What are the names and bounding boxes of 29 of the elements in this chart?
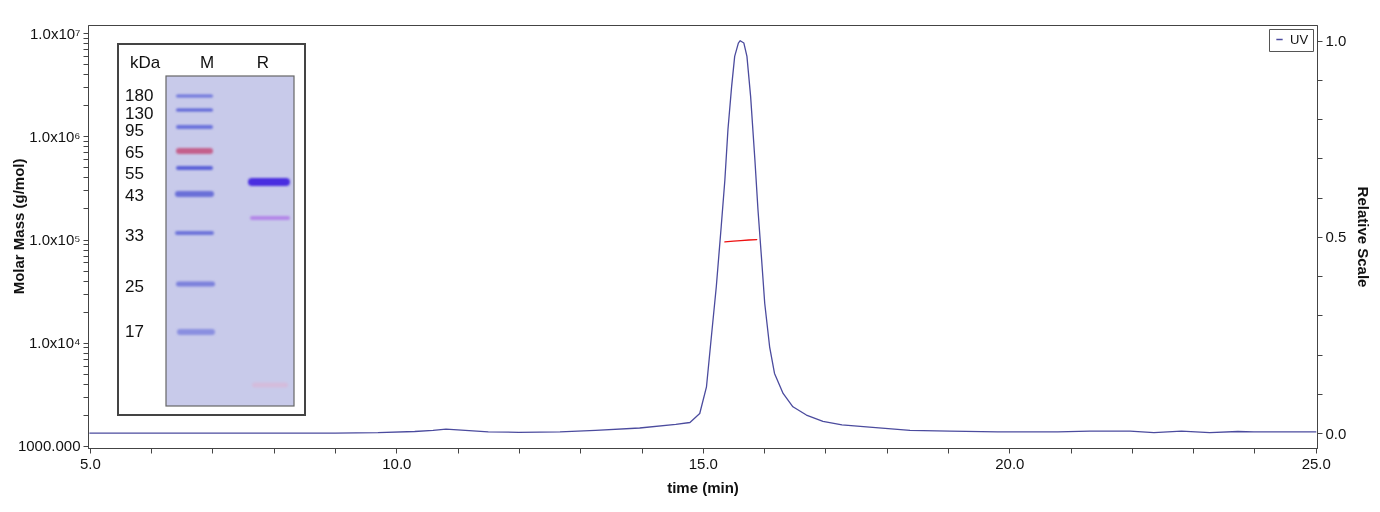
y2-axis-title: Relative Scale — [1354, 186, 1372, 288]
x-tick-label: 25.0 — [1301, 454, 1331, 472]
y-axis-title: Molar Mass (g/mol) — [9, 158, 27, 295]
x-tick-label: 5.0 — [79, 454, 101, 472]
x-tick-label: 20.0 — [995, 454, 1025, 472]
y-tick-label: 1.0x10⁴ — [29, 334, 81, 352]
annotation: kDa — [129, 52, 161, 72]
annotation: 43 — [125, 185, 144, 205]
annotation: 65 — [125, 142, 144, 162]
annotation: 33 — [125, 225, 144, 245]
x-tick-label: 10.0 — [382, 454, 412, 472]
annotation: M — [199, 52, 215, 72]
y2-tick-label: 1.0 — [1325, 32, 1347, 50]
y-tick-label: 1000.000 — [17, 437, 81, 455]
y2-tick-label: 0.0 — [1325, 424, 1347, 442]
y-tick-label: 1.0x10⁷ — [30, 24, 81, 42]
legend-label: UV — [1290, 31, 1309, 47]
annotation: 17 — [125, 321, 144, 341]
annotation: 130 — [125, 103, 154, 123]
y-tick-label: 1.0x10⁵ — [29, 231, 81, 249]
x-axis-title: time (min) — [667, 478, 739, 496]
annotation: 95 — [125, 120, 144, 140]
annotation: 25 — [125, 276, 144, 296]
annotation: R — [256, 52, 270, 72]
annotation: 180 — [125, 85, 154, 105]
y2-tick-label: 0.5 — [1325, 228, 1347, 246]
annotation: 55 — [125, 163, 144, 183]
y-tick-label: 1.0x10⁶ — [29, 127, 81, 145]
x-tick-label: 15.0 — [688, 454, 718, 472]
